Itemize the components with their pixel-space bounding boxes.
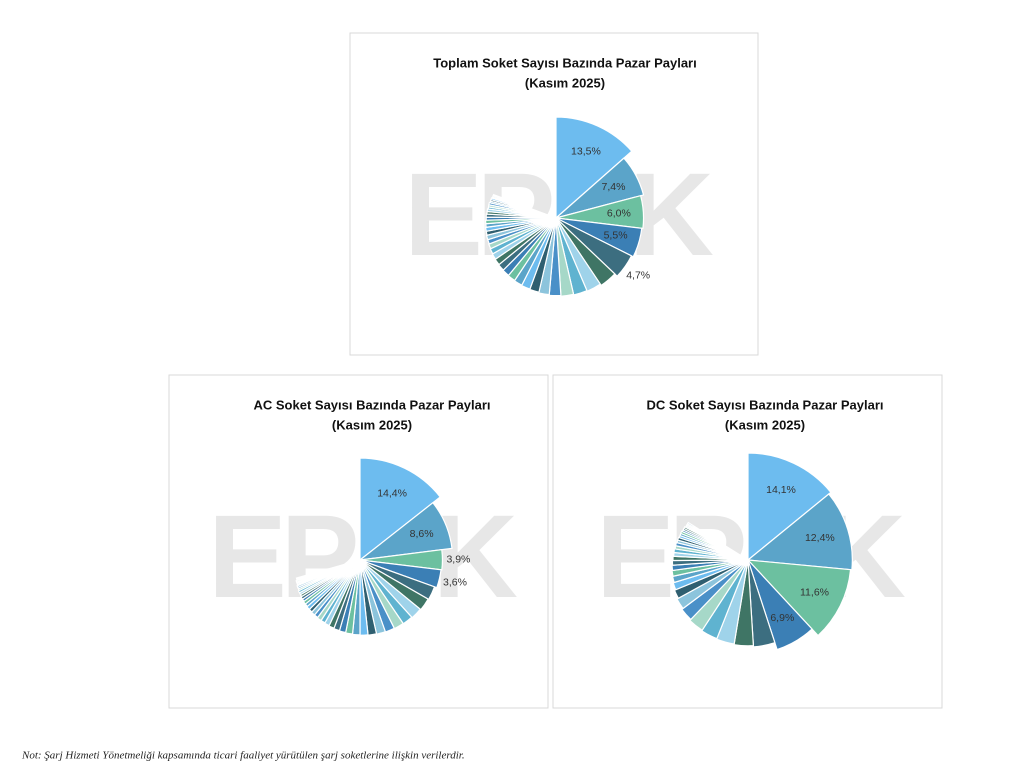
data-label: 14,1% (766, 484, 796, 496)
chart-subtitle: (Kasım 2025) (725, 417, 805, 432)
pie-slice (747, 559, 813, 651)
pie-slice (492, 193, 557, 219)
pie-slice (359, 457, 442, 562)
pie-slice (555, 217, 616, 287)
pie-slice (733, 559, 755, 647)
pie-slice (555, 217, 588, 296)
chart-subtitle: (Kasım 2025) (525, 75, 605, 90)
pie-slice (555, 217, 602, 293)
data-label: 4,7% (626, 270, 650, 282)
chart-title: Toplam Soket Sayısı Bazında Pazar Paylar… (433, 55, 696, 70)
pie-slice (747, 452, 832, 562)
pie-slice (555, 116, 633, 220)
chart-box (168, 374, 549, 709)
pie-slice (747, 559, 776, 648)
pie-slice (548, 217, 562, 297)
data-label: 14,4% (377, 488, 407, 500)
pie-slice (672, 559, 749, 591)
chart-title: AC Soket Sayısı Bazında Pazar Payları (254, 397, 491, 412)
pie-slice (746, 493, 853, 571)
data-label: 12,4% (805, 532, 835, 544)
pie-slice (484, 217, 557, 225)
data-label: 6,9% (770, 612, 794, 624)
data-label: 3,6% (443, 576, 467, 588)
chart-box (349, 32, 759, 356)
pie-slice (359, 548, 444, 571)
pie-slice (680, 559, 749, 621)
data-label: 7,4% (602, 181, 626, 193)
pie-slice (746, 559, 852, 637)
pie-slice (676, 559, 749, 610)
chart-subtitle: (Kasım 2025) (332, 417, 412, 432)
pie-slice (686, 521, 749, 561)
pie-slice (555, 217, 575, 297)
pie-slice (359, 559, 429, 611)
pie-slice (359, 559, 422, 619)
data-label: 11,6% (800, 587, 829, 599)
chart-title: DC Soket Sayısı Bazında Pazar Payları (647, 397, 884, 412)
pie-slice (688, 559, 749, 632)
data-label: 3,9% (446, 553, 470, 565)
pie-slice (555, 217, 643, 258)
pie-slice (673, 559, 749, 600)
data-label: 8,6% (410, 528, 434, 540)
pie-slice (555, 157, 645, 219)
data-label: 13,5% (571, 146, 601, 158)
note: Not: Şarj Hizmeti Yönetmeliği kapsamında… (21, 750, 465, 762)
pie-slice (295, 559, 361, 580)
pie-slice (555, 217, 633, 278)
pie-slice (357, 501, 453, 561)
data-label: 5,5% (604, 230, 628, 242)
data-label: 6,0% (607, 207, 631, 219)
pie-slice (359, 559, 436, 601)
pie-slice (700, 559, 749, 640)
